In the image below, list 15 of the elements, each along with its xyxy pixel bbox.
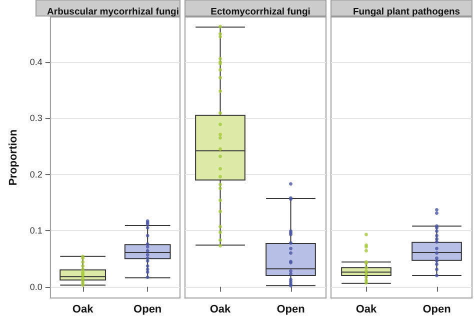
x-tick-label: Oak (210, 304, 232, 316)
y-tick-label: 0.3 (30, 113, 42, 124)
x-tick-label: Oak (356, 304, 378, 316)
y-tick-label: 0.1 (30, 226, 42, 236)
y-tick-label: 0.0 (30, 282, 42, 292)
x-tick-label: Open (134, 304, 162, 316)
chart-title: Ectomycorrhizal fungi (210, 6, 310, 18)
chart-title: Arbuscular mycorrhizal fungi (47, 6, 179, 18)
x-tick-label: Open (422, 304, 452, 316)
y-tick-label: 0.2 (30, 169, 42, 180)
y-axis-title: Proportion (8, 129, 20, 186)
x-tick-label: Oak (72, 304, 94, 316)
x-tick-label: Open (276, 304, 306, 316)
y-tick-label: 0.4 (30, 56, 42, 67)
chart-title: Fungal plant pathogens (352, 6, 460, 18)
